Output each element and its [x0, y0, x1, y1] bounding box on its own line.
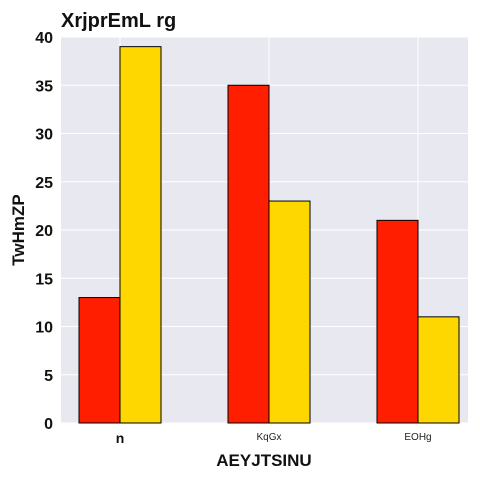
- y-tick-label: 15: [35, 271, 53, 288]
- x-tick-label: EOHg: [404, 432, 431, 443]
- y-ticks: 0 5 10 15 20 25 30 35 40: [35, 30, 53, 433]
- y-tick-label: 20: [35, 223, 53, 240]
- bar-n-series-1: [78, 297, 121, 424]
- y-tick-label: 35: [35, 78, 53, 95]
- y-tick-label: 25: [35, 175, 53, 192]
- bars: [78, 46, 460, 424]
- x-tick-label: n: [116, 430, 125, 446]
- bar-KqGx-series-1: [227, 84, 270, 424]
- x-axis-label: AEYJTSINU: [216, 451, 311, 470]
- bar-KqGx-series-2: [268, 200, 311, 424]
- chart-title: XrjprEmL rg: [61, 10, 176, 32]
- x-ticks: n KqGx EOHg: [116, 430, 432, 446]
- bar-EOHg-series-2: [417, 316, 460, 424]
- y-tick-label: 30: [35, 127, 53, 144]
- x-tick-label: KqGx: [256, 432, 281, 443]
- y-tick-label: 40: [35, 30, 53, 47]
- y-tick-label: 10: [35, 320, 53, 337]
- bar-EOHg-series-1: [376, 219, 419, 424]
- y-tick-label: 0: [44, 416, 53, 433]
- y-axis-label: TwHmZP: [9, 194, 28, 265]
- bar-n-series-2: [119, 46, 162, 424]
- y-tick-label: 5: [44, 368, 53, 385]
